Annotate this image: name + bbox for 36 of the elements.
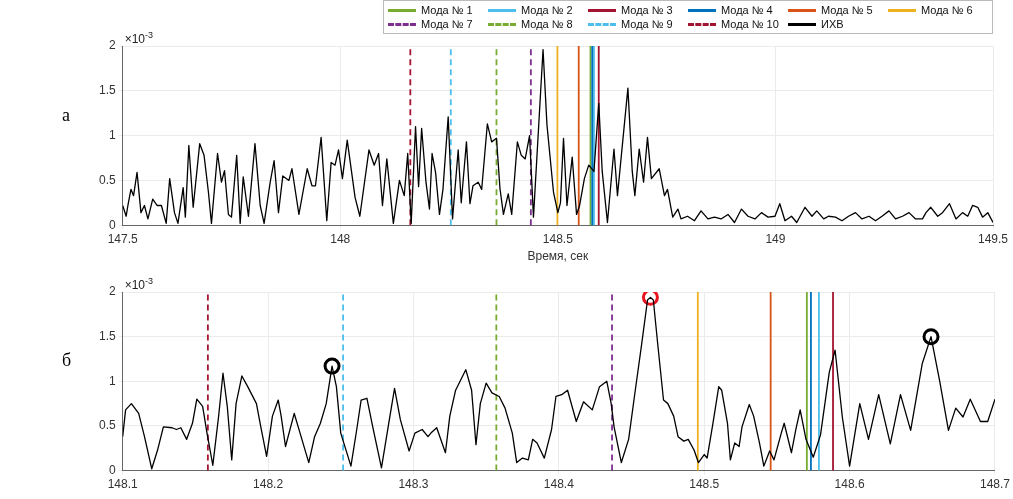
y-tick-label: 0.5 bbox=[98, 172, 116, 187]
text: б bbox=[62, 350, 72, 371]
legend-label: Мода № 9 bbox=[621, 17, 673, 31]
x-tick-label: 148.4 bbox=[543, 477, 575, 492]
x-tick-label: 148.1 bbox=[107, 477, 139, 492]
legend-label: Мода № 5 bbox=[821, 3, 873, 17]
y-tick-label: 2 bbox=[108, 38, 116, 53]
legend-label: Мода № 1 bbox=[421, 3, 473, 17]
y-tick-label: 1.5 bbox=[98, 83, 116, 98]
legend-label: ИХВ bbox=[821, 17, 844, 31]
y-tick-label: 1.5 bbox=[98, 328, 116, 343]
x-tick-label: 148.7 bbox=[979, 477, 1011, 492]
y-tick-label: 0.5 bbox=[98, 418, 116, 433]
legend-label: Мода № 2 bbox=[521, 3, 573, 17]
x-tick-label: 148.6 bbox=[834, 477, 865, 492]
legend-label: Мода № 8 bbox=[521, 17, 573, 31]
x-tick-label: 149 bbox=[765, 231, 786, 246]
text: а bbox=[62, 105, 70, 126]
legend-label: Мода № 3 bbox=[621, 3, 673, 17]
x-tick-label: 148.5 bbox=[542, 231, 574, 246]
x-tick-label: 148.2 bbox=[253, 477, 284, 492]
legend-label: Мода № 7 bbox=[421, 17, 473, 31]
y-tick-label: 0 bbox=[108, 462, 116, 477]
y-tick-label: 1 bbox=[108, 373, 116, 388]
x-tick-label: 148.3 bbox=[398, 477, 429, 492]
legend-label: Мода № 6 bbox=[921, 3, 973, 17]
y-tick-label: 1 bbox=[108, 127, 116, 142]
legend-label: Мода № 10 bbox=[721, 17, 779, 31]
x-tick-label: 149.5 bbox=[977, 231, 1009, 246]
y-tick-label: 0 bbox=[108, 217, 116, 232]
x-tick-label: 147.5 bbox=[107, 231, 139, 246]
x-tick-label: 148.5 bbox=[689, 477, 720, 492]
legend-label: Мода № 4 bbox=[721, 3, 773, 17]
y-tick-label: 2 bbox=[108, 284, 116, 299]
x-axis-title: Время, сек bbox=[527, 249, 589, 264]
x-tick-label: 148 bbox=[330, 231, 351, 246]
